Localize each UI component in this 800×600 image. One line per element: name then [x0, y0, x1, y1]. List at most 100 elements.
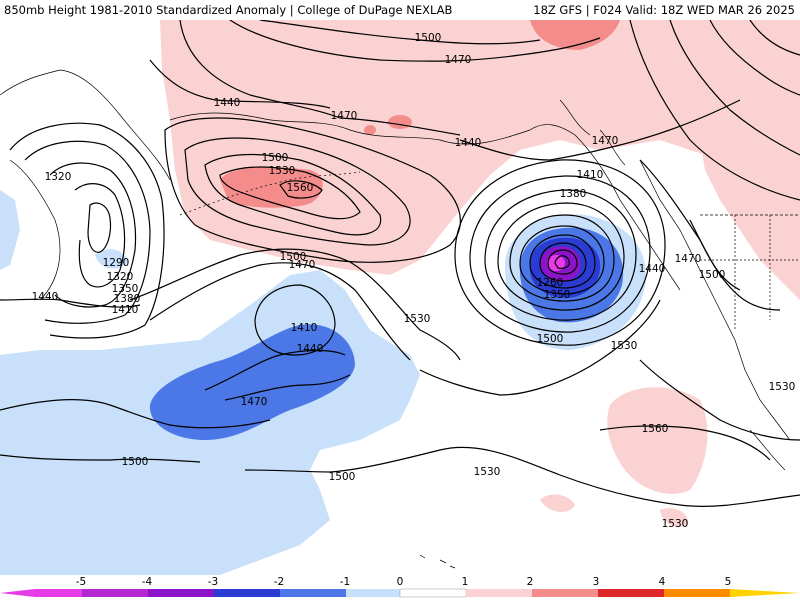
contour-label: 1530 — [769, 381, 796, 393]
contour-label: 1500 — [280, 251, 307, 263]
border-states — [700, 215, 800, 330]
contour-label: 1560 — [287, 182, 314, 194]
contour-label: 1500 — [262, 152, 289, 164]
contour-line — [179, 19, 461, 136]
coastlines — [0, 69, 800, 569]
colorbar-swatch-neg2 — [280, 589, 346, 597]
colorbar-swatch-pos4 — [664, 589, 730, 597]
colorbar-label: -1 — [340, 576, 350, 588]
colorbar-label: 3 — [593, 576, 600, 588]
contour-line — [9, 122, 165, 339]
contour-label: 1380 — [560, 188, 587, 200]
contour-line — [0, 298, 141, 308]
contour-line — [469, 175, 651, 333]
colorbar-swatch-pos1 — [466, 589, 532, 597]
contour-line — [149, 262, 411, 361]
contour-label: 1530 — [269, 165, 296, 177]
contour-label: 1290 — [103, 257, 130, 269]
contour-label: 1560 — [642, 423, 669, 435]
colorbar-labels: -5 -4 -3 -2 -1 0 1 2 3 4 5 — [76, 576, 732, 588]
contour-label: 1410 — [291, 322, 318, 334]
contour-label: 1500 — [537, 333, 564, 345]
positive-anomaly-small-2 — [364, 125, 376, 135]
colorbar-label: 5 — [725, 576, 732, 588]
contour-line — [129, 248, 461, 361]
contour-line — [49, 162, 137, 308]
contour-line — [539, 242, 587, 282]
colorbar-swatch-neg3 — [214, 589, 280, 597]
contour-line — [669, 19, 800, 156]
contour-line — [244, 446, 800, 507]
colorbar-swatch-pos3 — [598, 589, 664, 597]
contour-label: 1440 — [214, 97, 241, 109]
colorbar-arrow-right — [730, 589, 800, 597]
contour-label-group: 1500 1470 1440 1470 1500 1530 1560 1320 … — [32, 32, 796, 530]
contour-line — [639, 359, 800, 441]
contour-label: 1440 — [455, 137, 482, 149]
positive-anomaly-southeast — [607, 387, 708, 494]
contour-label: 1470 — [289, 259, 316, 271]
contour-label: 1320 — [107, 271, 134, 283]
contour-label: 1260 — [537, 277, 564, 289]
contour-line — [229, 19, 601, 62]
model-valid-time: 18Z GFS | F024 Valid: 18Z WED MAR 26 202… — [533, 3, 795, 17]
contour-line — [0, 398, 271, 429]
contour-label: 1380 — [114, 293, 141, 305]
coastline-alaska — [169, 112, 681, 291]
colorbar-swatch-zero — [399, 588, 467, 598]
coastline-kamchatka — [9, 159, 61, 301]
contour-line — [509, 214, 615, 302]
contour-label: 1500 — [329, 471, 356, 483]
contour-line — [629, 19, 800, 201]
colorbar-label: -5 — [76, 576, 86, 588]
contour-line — [709, 19, 800, 96]
contour-line — [259, 19, 541, 45]
positive-anomaly-south-small-2 — [660, 508, 689, 527]
coastline-aleutians — [179, 171, 361, 216]
contour-line — [74, 183, 126, 288]
positive-anomaly-east — [700, 140, 800, 300]
map-panel: 1500 1470 1440 1470 1500 1530 1560 1320 … — [0, 19, 800, 575]
contour-line — [204, 349, 346, 391]
colorbar-swatch-pos2 — [532, 589, 598, 597]
colorbar: -5 -4 -3 -2 -1 0 1 2 3 4 5 — [0, 575, 800, 600]
map-title: 850mb Height 1981-2010 Standardized Anom… — [4, 3, 453, 17]
contour-label: 1410 — [112, 304, 139, 316]
contour-label: 1350 — [544, 289, 571, 301]
contour-line — [219, 166, 361, 220]
contour-line — [459, 99, 741, 161]
contour-line — [554, 255, 570, 269]
coastline-canada-islands — [559, 99, 626, 166]
contour-line — [279, 180, 323, 199]
contour-line — [497, 202, 625, 311]
contour-line — [419, 299, 661, 396]
colorbar-swatches — [0, 588, 800, 598]
contour-line — [254, 284, 336, 356]
title-bar: 850mb Height 1981-2010 Standardized Anom… — [0, 0, 800, 20]
colorbar-swatch-neg1 — [346, 589, 400, 597]
positive-anomaly-north — [160, 20, 800, 275]
colorbar-label: -4 — [142, 576, 153, 588]
positive-anomaly-core-north — [530, 20, 620, 50]
colorbar-label: 2 — [527, 576, 534, 588]
contour-label: 1500 — [122, 456, 149, 468]
negative-anomaly-west-edge — [0, 190, 20, 270]
anomaly-shading — [0, 20, 800, 575]
negative-anomaly-low-center — [547, 255, 565, 271]
colorbar-label: 0 — [397, 576, 404, 588]
negative-anomaly-west-small — [95, 249, 128, 269]
contour-label: 1440 — [639, 263, 666, 275]
contour-label: 1320 — [45, 171, 72, 183]
contour-line — [224, 374, 351, 401]
contour-label: 1530 — [404, 313, 431, 325]
contour-label: 1350 — [112, 283, 139, 295]
coastline-hawaii — [419, 554, 456, 569]
contour-label: 1470 — [445, 54, 472, 66]
contour-label: 1500 — [415, 32, 442, 44]
colorbar-swatch-neg4 — [148, 589, 214, 597]
colorbar-swatch-neg5 — [35, 589, 82, 597]
contour-label: 1440 — [297, 343, 324, 355]
colorbar-swatch-neg45 — [82, 589, 148, 597]
colorbar-label: 4 — [659, 576, 666, 588]
contour-line — [0, 454, 201, 463]
